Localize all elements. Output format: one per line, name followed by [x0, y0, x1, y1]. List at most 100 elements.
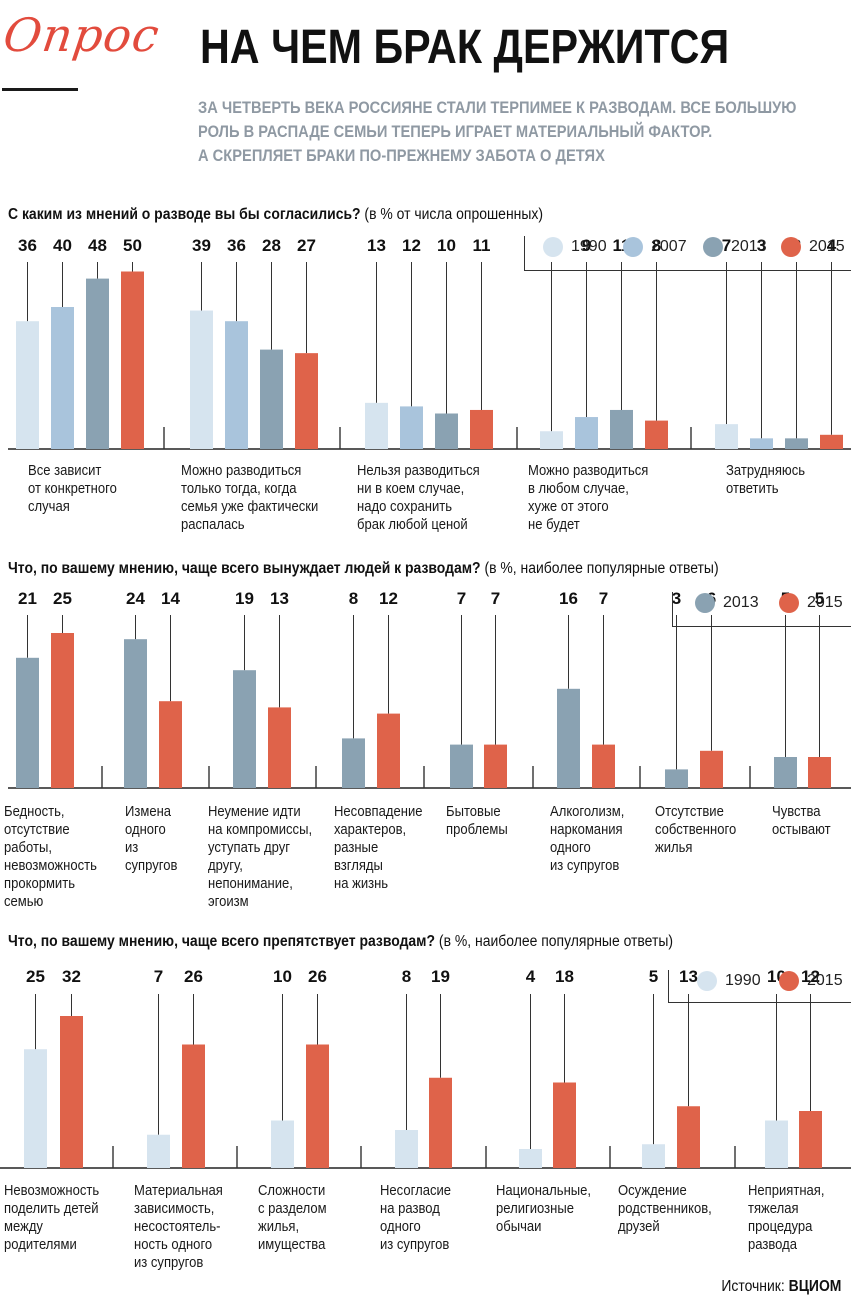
legend-swatch [779, 593, 799, 613]
bar-2015 [808, 757, 831, 788]
bar-2013 [450, 744, 473, 788]
value-label: 39 [192, 236, 211, 255]
legend-label: 2013 [731, 238, 767, 255]
value-label: 10 [273, 967, 292, 986]
chart-2-title-note: (в %, наиболее популярные ответы) [484, 560, 719, 577]
value-label: 40 [53, 236, 72, 255]
value-label: 7 [599, 589, 608, 608]
value-label: 3 [672, 589, 681, 608]
legend-item-2013: 2013 [695, 592, 759, 614]
bar-1990 [16, 321, 39, 449]
bar-2007 [575, 417, 598, 449]
category-label: Все зависит от конкретного случая [28, 463, 117, 515]
chart-1-title-note: (в % от числа опрошенных) [364, 206, 544, 223]
chart-3-title-bold: Что, по вашему мнению, чаще всего препят… [8, 933, 436, 950]
bar-2015 [592, 744, 615, 788]
bar-2015 [268, 707, 291, 788]
category-label: Можно разводиться в любом случае, хуже о… [528, 463, 649, 533]
bar-1990 [540, 431, 563, 449]
chart-2-title-bold: Что, по вашему мнению, чаще всего вынужд… [8, 560, 481, 577]
logo-underline [2, 88, 78, 91]
value-label: 16 [559, 589, 578, 608]
value-label: 12 [402, 236, 421, 255]
bar-2013 [16, 657, 39, 788]
chart-1-title-bold: С каким из мнений о разводе вы бы соглас… [8, 206, 361, 223]
legend-label: 1990 [571, 238, 607, 255]
legend-item-2007: 2007 [623, 236, 687, 258]
bar-2015 [159, 701, 182, 788]
source-note: Источник: ВЦИОМ [721, 1278, 841, 1296]
category-label: Можно разводиться только тогда, когда се… [181, 463, 319, 533]
legend-swatch [695, 593, 715, 613]
value-label: 4 [526, 967, 536, 986]
value-label: 12 [801, 967, 820, 986]
value-label: 27 [297, 236, 316, 255]
category-label: Сложности с разделом жилья, имущества [258, 1183, 327, 1253]
value-label: 13 [679, 967, 698, 986]
bar-2015 [700, 750, 723, 788]
bar-1990 [519, 1149, 542, 1168]
legend-swatch [623, 237, 643, 257]
bar-2013 [557, 688, 580, 788]
legend-label: 1990 [725, 972, 761, 989]
bar-2013 [233, 670, 256, 788]
legend-label: 2015 [809, 238, 845, 255]
chart-1-title: С каким из мнений о разводе вы бы соглас… [8, 206, 543, 224]
subhead-line: РОЛЬ В РАСПАДЕ СЕМЬИ ТЕПЕРЬ ИГРАЕТ МАТЕР… [198, 122, 713, 141]
legend-label: 2013 [723, 594, 759, 611]
value-label: 7 [457, 589, 466, 608]
chart-3-title: Что, по вашему мнению, чаще всего препят… [8, 933, 673, 951]
legend-swatch [697, 971, 717, 991]
bar-2015 [799, 1111, 822, 1168]
category-label: Невозможность поделить детей между родит… [4, 1183, 100, 1253]
value-label: 12 [379, 589, 398, 608]
bar-2015 [645, 420, 668, 449]
legend-label: 2015 [807, 594, 843, 611]
legend-item-2013: 2013 [703, 236, 767, 258]
legend-item-1990: 1990 [543, 236, 607, 258]
value-label: 25 [26, 967, 45, 986]
category-label: Неприятная, тяжелая процедура развода [748, 1183, 825, 1253]
bar-2015 [60, 1016, 83, 1168]
bar-2013 [86, 278, 109, 449]
category-label: Чувства остывают [772, 804, 831, 838]
value-label: 5 [649, 967, 658, 986]
bar-2015 [306, 1044, 329, 1168]
bar-2007 [750, 438, 773, 449]
value-label: 50 [123, 236, 142, 255]
chart-1-legend: 1990 2007 2013 2015 [524, 236, 851, 271]
value-label: 11 [473, 236, 491, 255]
legend-item-2015: 2015 [779, 592, 843, 614]
legend-swatch [781, 237, 801, 257]
bar-2007 [51, 307, 74, 449]
legend-swatch [703, 237, 723, 257]
subhead: ЗА ЧЕТВЕРТЬ ВЕКА РОССИЯНЕ СТАЛИ ТЕРПИМЕЕ… [198, 96, 851, 168]
bar-2013 [785, 438, 808, 449]
value-label: 21 [18, 589, 37, 608]
bar-1990 [715, 424, 738, 449]
category-label: Материальная зависимость, несостоятель- … [134, 1183, 223, 1271]
bar-2015 [377, 713, 400, 788]
value-label: 28 [262, 236, 281, 255]
category-label: Отсутствие собственного жилья [655, 804, 737, 856]
value-label: 32 [62, 967, 81, 986]
value-label: 7 [722, 236, 731, 255]
bar-2007 [225, 321, 248, 449]
bar-2013 [610, 409, 633, 449]
category-label: Измена одного из супругов [125, 804, 178, 874]
value-label: 25 [53, 589, 72, 608]
value-label: 14 [161, 589, 180, 608]
value-label: 36 [227, 236, 246, 255]
legend-swatch [779, 971, 799, 991]
bar-2015 [121, 271, 144, 449]
category-label: Бедность, отсутствие работы, невозможнос… [4, 804, 97, 910]
chart-3-legend: 1990 2015 [668, 970, 851, 1003]
category-label: Несогласие на развод одного из супругов [380, 1183, 452, 1253]
value-label: 13 [367, 236, 386, 255]
bar-1990 [365, 402, 388, 449]
bar-2015 [484, 744, 507, 788]
